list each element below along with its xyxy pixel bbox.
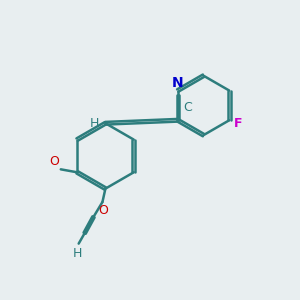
Text: O: O	[98, 203, 108, 217]
Text: N: N	[172, 76, 184, 90]
Text: H: H	[89, 117, 99, 130]
Text: H: H	[73, 247, 82, 260]
Text: C: C	[183, 101, 192, 114]
Text: F: F	[234, 117, 242, 130]
Text: O: O	[50, 155, 59, 168]
